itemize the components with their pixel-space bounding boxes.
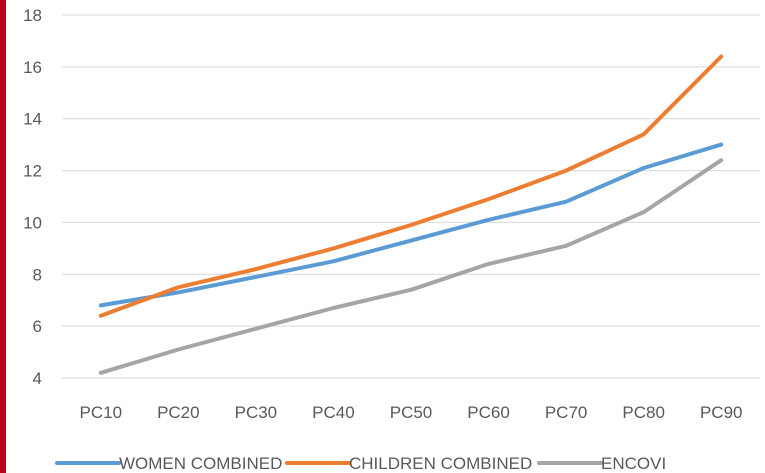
y-tick-label: 6 — [33, 317, 42, 336]
y-tick-label: 14 — [23, 110, 42, 129]
legend-label: WOMEN COMBINED — [119, 454, 282, 473]
x-tick-label: PC50 — [390, 403, 433, 422]
x-axis-ticks: PC10 PC20 PC30 PC40 PC50 PC60 PC70 PC80 PC90 — [80, 403, 743, 422]
y-tick-label: 8 — [33, 265, 42, 284]
x-tick-label: PC70 — [545, 403, 588, 422]
gridlines — [62, 14, 760, 379]
y-tick-label: 12 — [23, 162, 42, 181]
y-tick-label: 18 — [23, 6, 42, 25]
legend-item-2: ENCOVI — [537, 454, 666, 473]
legend-item-1: CHILDREN COMBINED — [285, 454, 532, 473]
legend: WOMEN COMBINED CHILDREN COMBINED ENCOVI — [55, 454, 666, 473]
left-edge-bar — [0, 0, 6, 473]
series-line-2 — [98, 158, 724, 375]
x-tick-label: PC90 — [700, 403, 743, 422]
x-tick-label: PC60 — [467, 403, 510, 422]
x-tick-label: PC10 — [80, 403, 123, 422]
legend-item-0: WOMEN COMBINED — [55, 454, 282, 473]
y-axis-ticks: 4 6 8 10 12 14 16 18 — [23, 6, 42, 388]
y-tick-label: 4 — [33, 369, 42, 388]
y-tick-label: 10 — [23, 213, 42, 232]
series-line-0 — [98, 142, 724, 308]
series-line-1 — [98, 54, 724, 318]
series-lines — [98, 54, 724, 375]
legend-label: CHILDREN COMBINED — [349, 454, 532, 473]
x-tick-label: PC80 — [622, 403, 665, 422]
x-tick-label: PC20 — [157, 403, 200, 422]
legend-label: ENCOVI — [601, 454, 666, 473]
y-tick-label: 16 — [23, 58, 42, 77]
x-tick-label: PC30 — [235, 403, 278, 422]
x-tick-label: PC40 — [312, 403, 355, 422]
